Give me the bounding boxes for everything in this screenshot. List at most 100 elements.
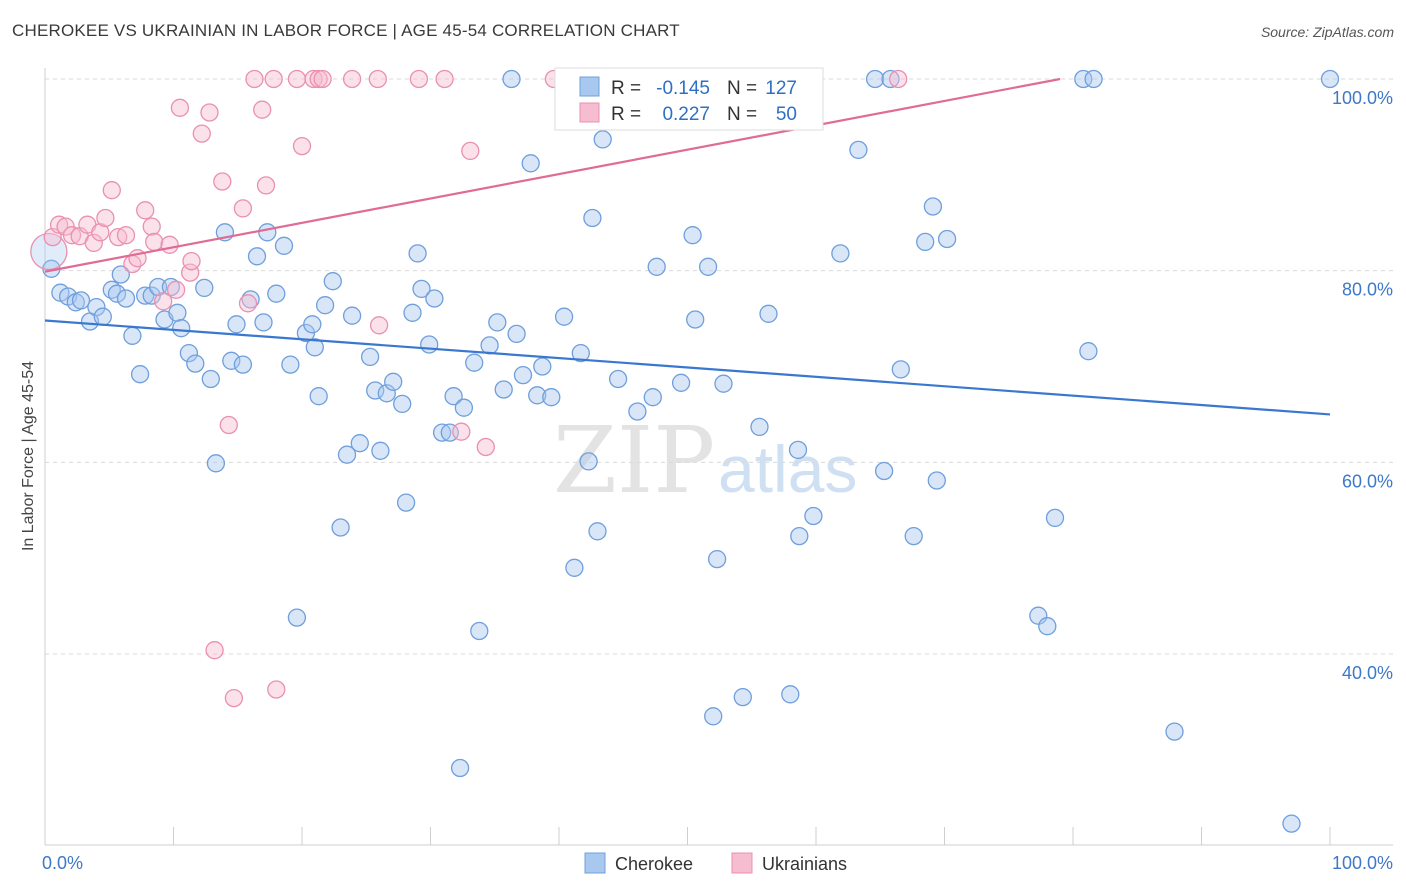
ukrainian-point [889, 69, 908, 89]
cherokee-point [1029, 606, 1048, 625]
cherokee-point [916, 232, 935, 252]
series-legend: Cherokee Ukrainians [584, 852, 847, 874]
cherokee-point [305, 338, 324, 357]
cherokee-point [179, 343, 199, 363]
cherokee-point [1079, 342, 1098, 361]
cherokee-point [671, 373, 691, 392]
ukrainian-point [267, 680, 286, 699]
watermark-zip: ZIP [553, 407, 715, 514]
cherokee-point [733, 687, 752, 707]
cherokee-point [465, 353, 484, 372]
cherokee-point [513, 365, 533, 385]
cherokee-point [593, 130, 612, 149]
cherokee-point [377, 384, 396, 403]
cherokee-point [281, 355, 300, 374]
cherokee-point [707, 549, 727, 569]
cherokee-point [201, 369, 220, 389]
cherokee-point [412, 279, 431, 299]
legend-r-label-cherokee: R = [611, 78, 641, 99]
cherokee-point [714, 374, 733, 393]
ukrainian-point [309, 69, 328, 89]
cherokee-point [804, 506, 823, 526]
cherokee-point [408, 244, 427, 263]
source-label: Source: ZipAtlas.com [1260, 24, 1394, 40]
cherokee-point [1038, 617, 1057, 636]
cherokee-point [1165, 722, 1184, 741]
cherokee-point [287, 608, 307, 627]
cherokee-point [393, 394, 412, 414]
legend-swatch-ukrainian [579, 102, 600, 123]
y-tick-label: 60.0% [1342, 471, 1393, 491]
cherokee-point [927, 471, 946, 490]
cherokee-point [1074, 69, 1093, 89]
cherokee-point [258, 223, 277, 242]
cherokee-point [107, 284, 127, 303]
y-tick-labels: 40.0% 60.0% 80.0% 100.0% [1332, 88, 1393, 683]
correlation-legend: R = -0.145 N = 127 R = 0.227 N = 50 [554, 67, 824, 131]
cherokee-point [759, 304, 778, 323]
ukrainian-point [205, 641, 224, 660]
cherokee-point [1045, 508, 1065, 528]
cherokee-point [130, 365, 150, 384]
cherokee-point [480, 336, 499, 355]
ukrainian-point [219, 415, 238, 435]
ukrainian-point [461, 141, 480, 161]
bottom-legend-label-cherokee: Cherokee [615, 854, 693, 874]
cherokee-point [643, 388, 662, 407]
cherokee-point [274, 236, 294, 255]
cherokee-point [168, 303, 187, 322]
cherokee-point [542, 388, 561, 407]
cherokee-point [247, 247, 267, 266]
ukrainian-point [145, 232, 164, 252]
ukrainian-point [170, 98, 190, 117]
cherokee-point [233, 355, 253, 374]
cherokee-point [565, 558, 584, 577]
cherokee-point [309, 387, 328, 406]
cherokee-point [891, 360, 910, 379]
cherokee-point [1282, 814, 1301, 833]
cherokee-point [136, 286, 155, 305]
ukrainian-point [435, 69, 454, 89]
cherokee-point [331, 518, 350, 537]
legend-r-label-ukrainian: R = [611, 104, 641, 125]
cherokee-point [865, 69, 885, 89]
x-axis-ticks [44, 827, 1331, 845]
ukrainian-point [409, 69, 429, 89]
cherokee-point [790, 526, 809, 546]
cherokee-point [432, 423, 452, 442]
cherokee-point [488, 313, 507, 332]
cherokee-point [686, 310, 705, 329]
cherokee-point [628, 402, 647, 421]
cherokee-point [579, 452, 598, 471]
ukrainian-point [213, 172, 232, 191]
cherokee-point [647, 257, 666, 276]
cherokee-point [384, 372, 403, 391]
cherokee-point [450, 758, 470, 778]
cherokee-point [698, 257, 718, 276]
trend-lines [44, 77, 1331, 416]
cherokee-point [186, 354, 205, 373]
cherokee-point [781, 685, 800, 704]
cherokee-point [874, 461, 894, 481]
legend-r-value-cherokee: -0.145 [656, 78, 710, 99]
ukrainian-point [192, 124, 211, 143]
legend-n-value-ukrainian: 50 [776, 104, 797, 125]
ukrainian-point [154, 292, 173, 311]
cherokee-point [533, 357, 552, 376]
cherokee-point [444, 387, 463, 406]
cherokee-point [267, 284, 286, 303]
ukrainian-point [62, 226, 82, 245]
cherokee-trend-line [44, 319, 1331, 416]
cherokee-point [1084, 69, 1103, 89]
legend-r-value-ukrainian: 0.227 [662, 104, 710, 125]
ukrainian-point [292, 136, 312, 156]
legend-n-label-ukrainian: N = [727, 104, 757, 125]
cherokee-point [206, 454, 226, 473]
cherokee-point [528, 386, 547, 405]
ukrainian-point [245, 69, 264, 89]
ukrainian-point [238, 294, 258, 313]
cherokee-point [366, 381, 385, 400]
cherokee-point [454, 398, 474, 417]
cherokee-point [403, 303, 422, 322]
